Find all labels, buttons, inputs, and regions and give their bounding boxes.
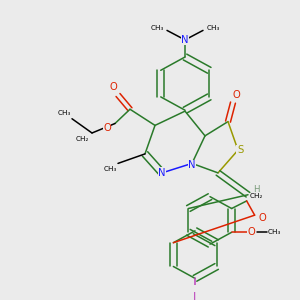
Text: N: N <box>181 35 189 45</box>
Text: I: I <box>193 292 197 300</box>
Text: CH₃: CH₃ <box>57 110 71 116</box>
Text: O: O <box>103 123 111 133</box>
Text: H: H <box>253 185 259 194</box>
Text: CH₂: CH₂ <box>75 136 89 142</box>
Text: CH₂: CH₂ <box>250 193 263 199</box>
Text: S: S <box>237 145 243 155</box>
Text: O: O <box>109 82 117 92</box>
Text: O: O <box>248 227 256 237</box>
Text: N: N <box>188 160 196 170</box>
Text: CH₃: CH₃ <box>103 166 117 172</box>
Text: CH₃: CH₃ <box>150 26 164 32</box>
Text: CH₃: CH₃ <box>268 229 281 235</box>
Text: CH₃: CH₃ <box>206 26 220 32</box>
Text: O: O <box>259 213 266 223</box>
Text: O: O <box>232 90 240 100</box>
Text: N: N <box>158 168 166 178</box>
